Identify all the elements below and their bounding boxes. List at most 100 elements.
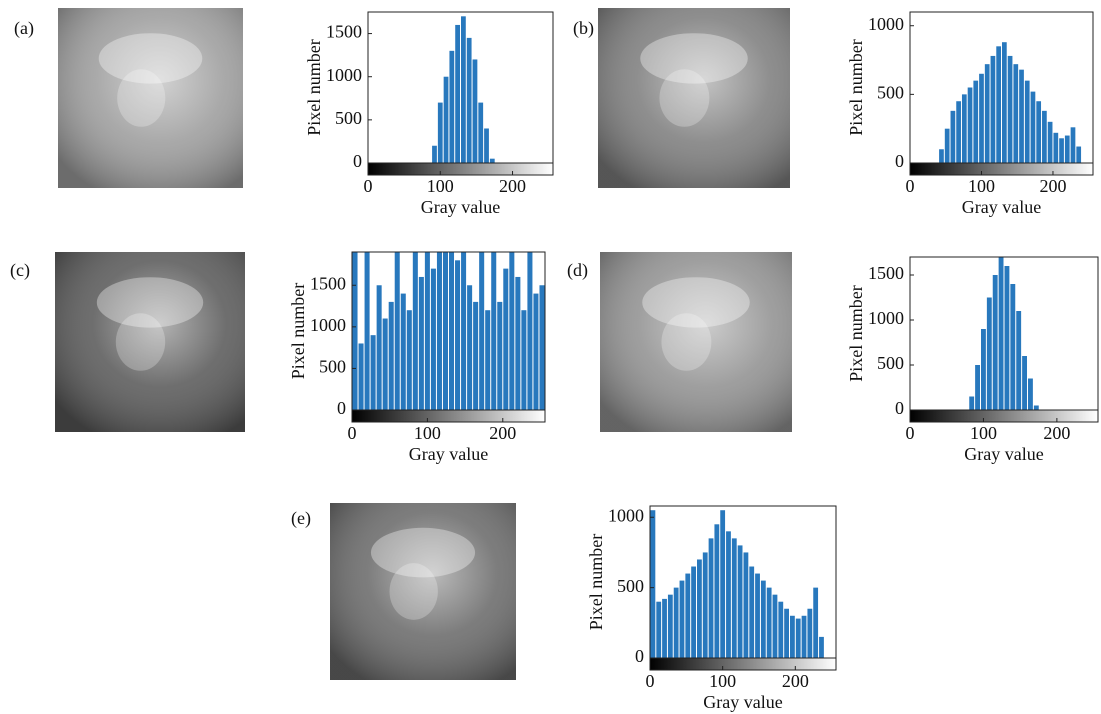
- bar: [656, 601, 662, 658]
- x-tick-label: 200: [782, 671, 809, 691]
- bar: [784, 608, 789, 658]
- bar: [478, 102, 484, 163]
- photo-shading: [55, 252, 245, 432]
- bar: [975, 365, 980, 410]
- bar: [461, 16, 466, 163]
- x-tick-label: 0: [364, 176, 373, 196]
- bar: [720, 510, 726, 658]
- bar: [984, 64, 990, 163]
- bar: [1059, 138, 1064, 163]
- x-tick-label: 100: [427, 176, 454, 196]
- x-tick-label: 0: [646, 671, 655, 691]
- axes-frame: [909, 256, 1099, 423]
- bar: [400, 293, 406, 410]
- photo-shading: [58, 8, 243, 188]
- bar: [503, 268, 509, 410]
- bar: [973, 80, 979, 163]
- bar: [990, 55, 996, 163]
- photo-hat: [96, 277, 204, 328]
- bar: [466, 37, 472, 164]
- bar: [967, 87, 973, 163]
- bar: [491, 252, 497, 410]
- bar: [755, 573, 760, 658]
- bar: [662, 598, 667, 658]
- bar: [370, 335, 376, 410]
- bar: [1070, 127, 1076, 163]
- bar: [760, 580, 766, 658]
- bar: [442, 252, 448, 410]
- bar: [992, 275, 998, 410]
- y-tick-label: 1000: [310, 315, 346, 335]
- bar: [382, 318, 388, 410]
- bar: [667, 594, 673, 658]
- colorbar: [909, 162, 1094, 176]
- bar: [939, 149, 944, 163]
- bar: [509, 252, 515, 410]
- bar: [539, 285, 545, 410]
- bar: [449, 252, 455, 410]
- x-tick-label: 200: [1043, 423, 1070, 443]
- colorbar: [649, 657, 837, 671]
- y-tick-label: 500: [877, 353, 904, 373]
- bar: [1010, 284, 1016, 410]
- bar: [1002, 42, 1007, 164]
- y-axis-label: Pixel number: [846, 285, 866, 382]
- x-axis-label: Gray value: [421, 197, 500, 217]
- x-axis-label: Gray value: [409, 444, 488, 464]
- bar: [737, 545, 743, 658]
- bar: [979, 73, 984, 163]
- bar: [998, 257, 1004, 410]
- bar: [986, 297, 992, 410]
- bar: [743, 552, 749, 658]
- bar: [418, 276, 424, 410]
- bar: [795, 618, 801, 658]
- bar: [1033, 405, 1039, 410]
- x-axis-label: Gray value: [703, 692, 782, 712]
- bar: [944, 128, 950, 163]
- bar: [352, 252, 358, 410]
- bar: [807, 608, 813, 658]
- bar: [1016, 311, 1022, 410]
- photo-face: [659, 69, 710, 127]
- bar: [961, 94, 967, 163]
- x-tick-label: 0: [348, 423, 357, 443]
- axes-frame: [367, 11, 554, 176]
- bar: [673, 587, 679, 658]
- bar: [455, 260, 461, 410]
- bar: [436, 252, 442, 410]
- x-tick-label: 200: [499, 176, 526, 196]
- bar: [455, 24, 460, 164]
- bar: [772, 594, 778, 658]
- photo-hat: [640, 33, 748, 84]
- bar: [358, 343, 364, 410]
- x-tick-label: 200: [1039, 176, 1066, 196]
- bar: [479, 252, 485, 410]
- x-tick-label: 100: [709, 671, 736, 691]
- y-tick-label: 500: [877, 82, 904, 102]
- x-axis-label: Gray value: [964, 444, 1043, 464]
- bar: [1013, 64, 1019, 163]
- bar: [489, 158, 495, 163]
- bar: [406, 310, 412, 410]
- photo-face: [115, 313, 166, 371]
- bar: [388, 301, 394, 410]
- bar: [484, 128, 489, 163]
- bar: [679, 580, 685, 658]
- bar: [969, 396, 975, 410]
- bar: [497, 301, 503, 410]
- photo-face: [389, 563, 438, 620]
- photo-shading: [598, 8, 790, 188]
- bar: [424, 252, 430, 410]
- bar: [376, 285, 382, 410]
- photo-hat: [370, 527, 476, 578]
- bar: [1064, 135, 1070, 163]
- bar: [749, 566, 755, 658]
- bar: [521, 310, 527, 410]
- bar: [437, 102, 443, 163]
- y-tick-label: 500: [319, 357, 346, 377]
- bar: [996, 46, 1001, 164]
- y-tick-label: 1000: [868, 14, 904, 34]
- panel-label: (d): [567, 260, 588, 281]
- bar: [956, 101, 961, 163]
- photo-shading: [330, 503, 516, 680]
